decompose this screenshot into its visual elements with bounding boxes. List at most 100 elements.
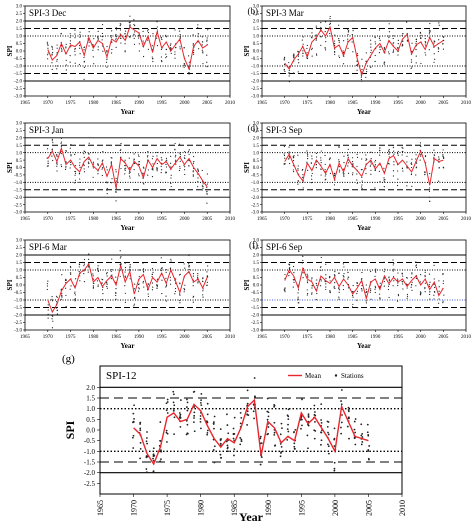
station-point (56, 65, 58, 67)
station-point (292, 286, 294, 288)
station-point (232, 433, 235, 436)
station-point (325, 286, 327, 288)
station-point (340, 403, 343, 406)
station-point (375, 271, 377, 273)
station-point (442, 36, 444, 38)
y-tick-label: 0.0 (86, 427, 95, 435)
station-point (333, 50, 336, 53)
station-point (87, 254, 89, 256)
station-point (83, 156, 85, 158)
station-point (311, 48, 313, 51)
station-point (411, 185, 413, 187)
station-point (169, 279, 171, 281)
station-point (193, 414, 196, 417)
station-point (327, 431, 329, 434)
station-point (324, 49, 327, 51)
station-point (151, 58, 154, 60)
station-point (379, 150, 381, 152)
station-point (220, 438, 223, 440)
station-point (60, 141, 63, 143)
station-point (406, 32, 408, 35)
station-point (401, 146, 403, 149)
x-tick-label: 1990 (370, 101, 381, 106)
y-tick-label: 2.0 (86, 384, 95, 392)
station-point (392, 285, 394, 287)
station-point (420, 155, 422, 157)
station-point (101, 289, 104, 291)
station-point (311, 55, 313, 57)
station-point (366, 290, 368, 292)
y-tick-label: 1.0 (16, 269, 23, 274)
station-point (288, 158, 290, 160)
station-point (397, 43, 399, 45)
station-point (197, 27, 199, 29)
station-point (129, 267, 131, 269)
station-point (424, 37, 426, 40)
panel-title: SPI-3 Sep (266, 125, 303, 135)
station-point (374, 43, 377, 45)
station-point (51, 148, 53, 150)
station-point (56, 153, 58, 156)
station-point (92, 45, 94, 47)
station-point (206, 37, 208, 39)
station-point (132, 421, 134, 424)
station-point (315, 53, 318, 55)
station-point (97, 30, 99, 33)
station-point (320, 168, 322, 170)
station-point (172, 401, 175, 404)
station-point (169, 276, 171, 278)
station-point (428, 190, 431, 192)
y-axis-label: SPI (243, 45, 251, 56)
station-point (65, 69, 68, 71)
y-tick-label: 3.0 (253, 122, 260, 127)
station-point (120, 262, 122, 264)
y-tick-label: -2.5 (14, 321, 22, 326)
station-point (124, 271, 126, 273)
station-point (402, 170, 404, 172)
station-point (151, 56, 153, 58)
x-tick-label: 2010 (461, 217, 472, 222)
station-point (226, 446, 229, 449)
station-point (420, 62, 422, 65)
station-point (383, 285, 385, 287)
station-point (175, 278, 177, 280)
station-point (133, 153, 135, 155)
station-point (283, 153, 285, 155)
y-tick-label: 0.5 (16, 42, 23, 47)
y-tick-label: -3.0 (251, 329, 259, 334)
station-point (438, 180, 440, 182)
station-point (120, 144, 122, 147)
station-point (47, 160, 49, 162)
station-point (320, 269, 322, 271)
station-point (286, 438, 289, 441)
station-point (147, 293, 149, 295)
station-point (143, 183, 145, 185)
station-point (152, 271, 154, 273)
x-tick-label: 1975 (163, 500, 172, 516)
y-tick-label: 2.5 (253, 246, 260, 251)
station-point (429, 22, 431, 25)
station-point (188, 153, 190, 155)
station-point (97, 285, 99, 288)
station-point (74, 300, 76, 302)
station-point (151, 267, 154, 270)
station-point (302, 43, 304, 45)
station-point (74, 299, 76, 301)
station-point (101, 160, 103, 162)
station-point (393, 161, 395, 163)
station-point (161, 268, 163, 270)
station-point (311, 292, 313, 294)
station-point (424, 274, 426, 277)
station-point (343, 273, 345, 275)
station-point (283, 69, 285, 71)
station-point (311, 27, 313, 30)
station-point (128, 175, 131, 177)
station-point (101, 168, 103, 170)
station-point (424, 291, 426, 293)
station-point (129, 268, 131, 270)
station-point (320, 266, 322, 268)
station-point (102, 50, 104, 52)
station-point (338, 169, 341, 171)
station-point (87, 161, 90, 163)
